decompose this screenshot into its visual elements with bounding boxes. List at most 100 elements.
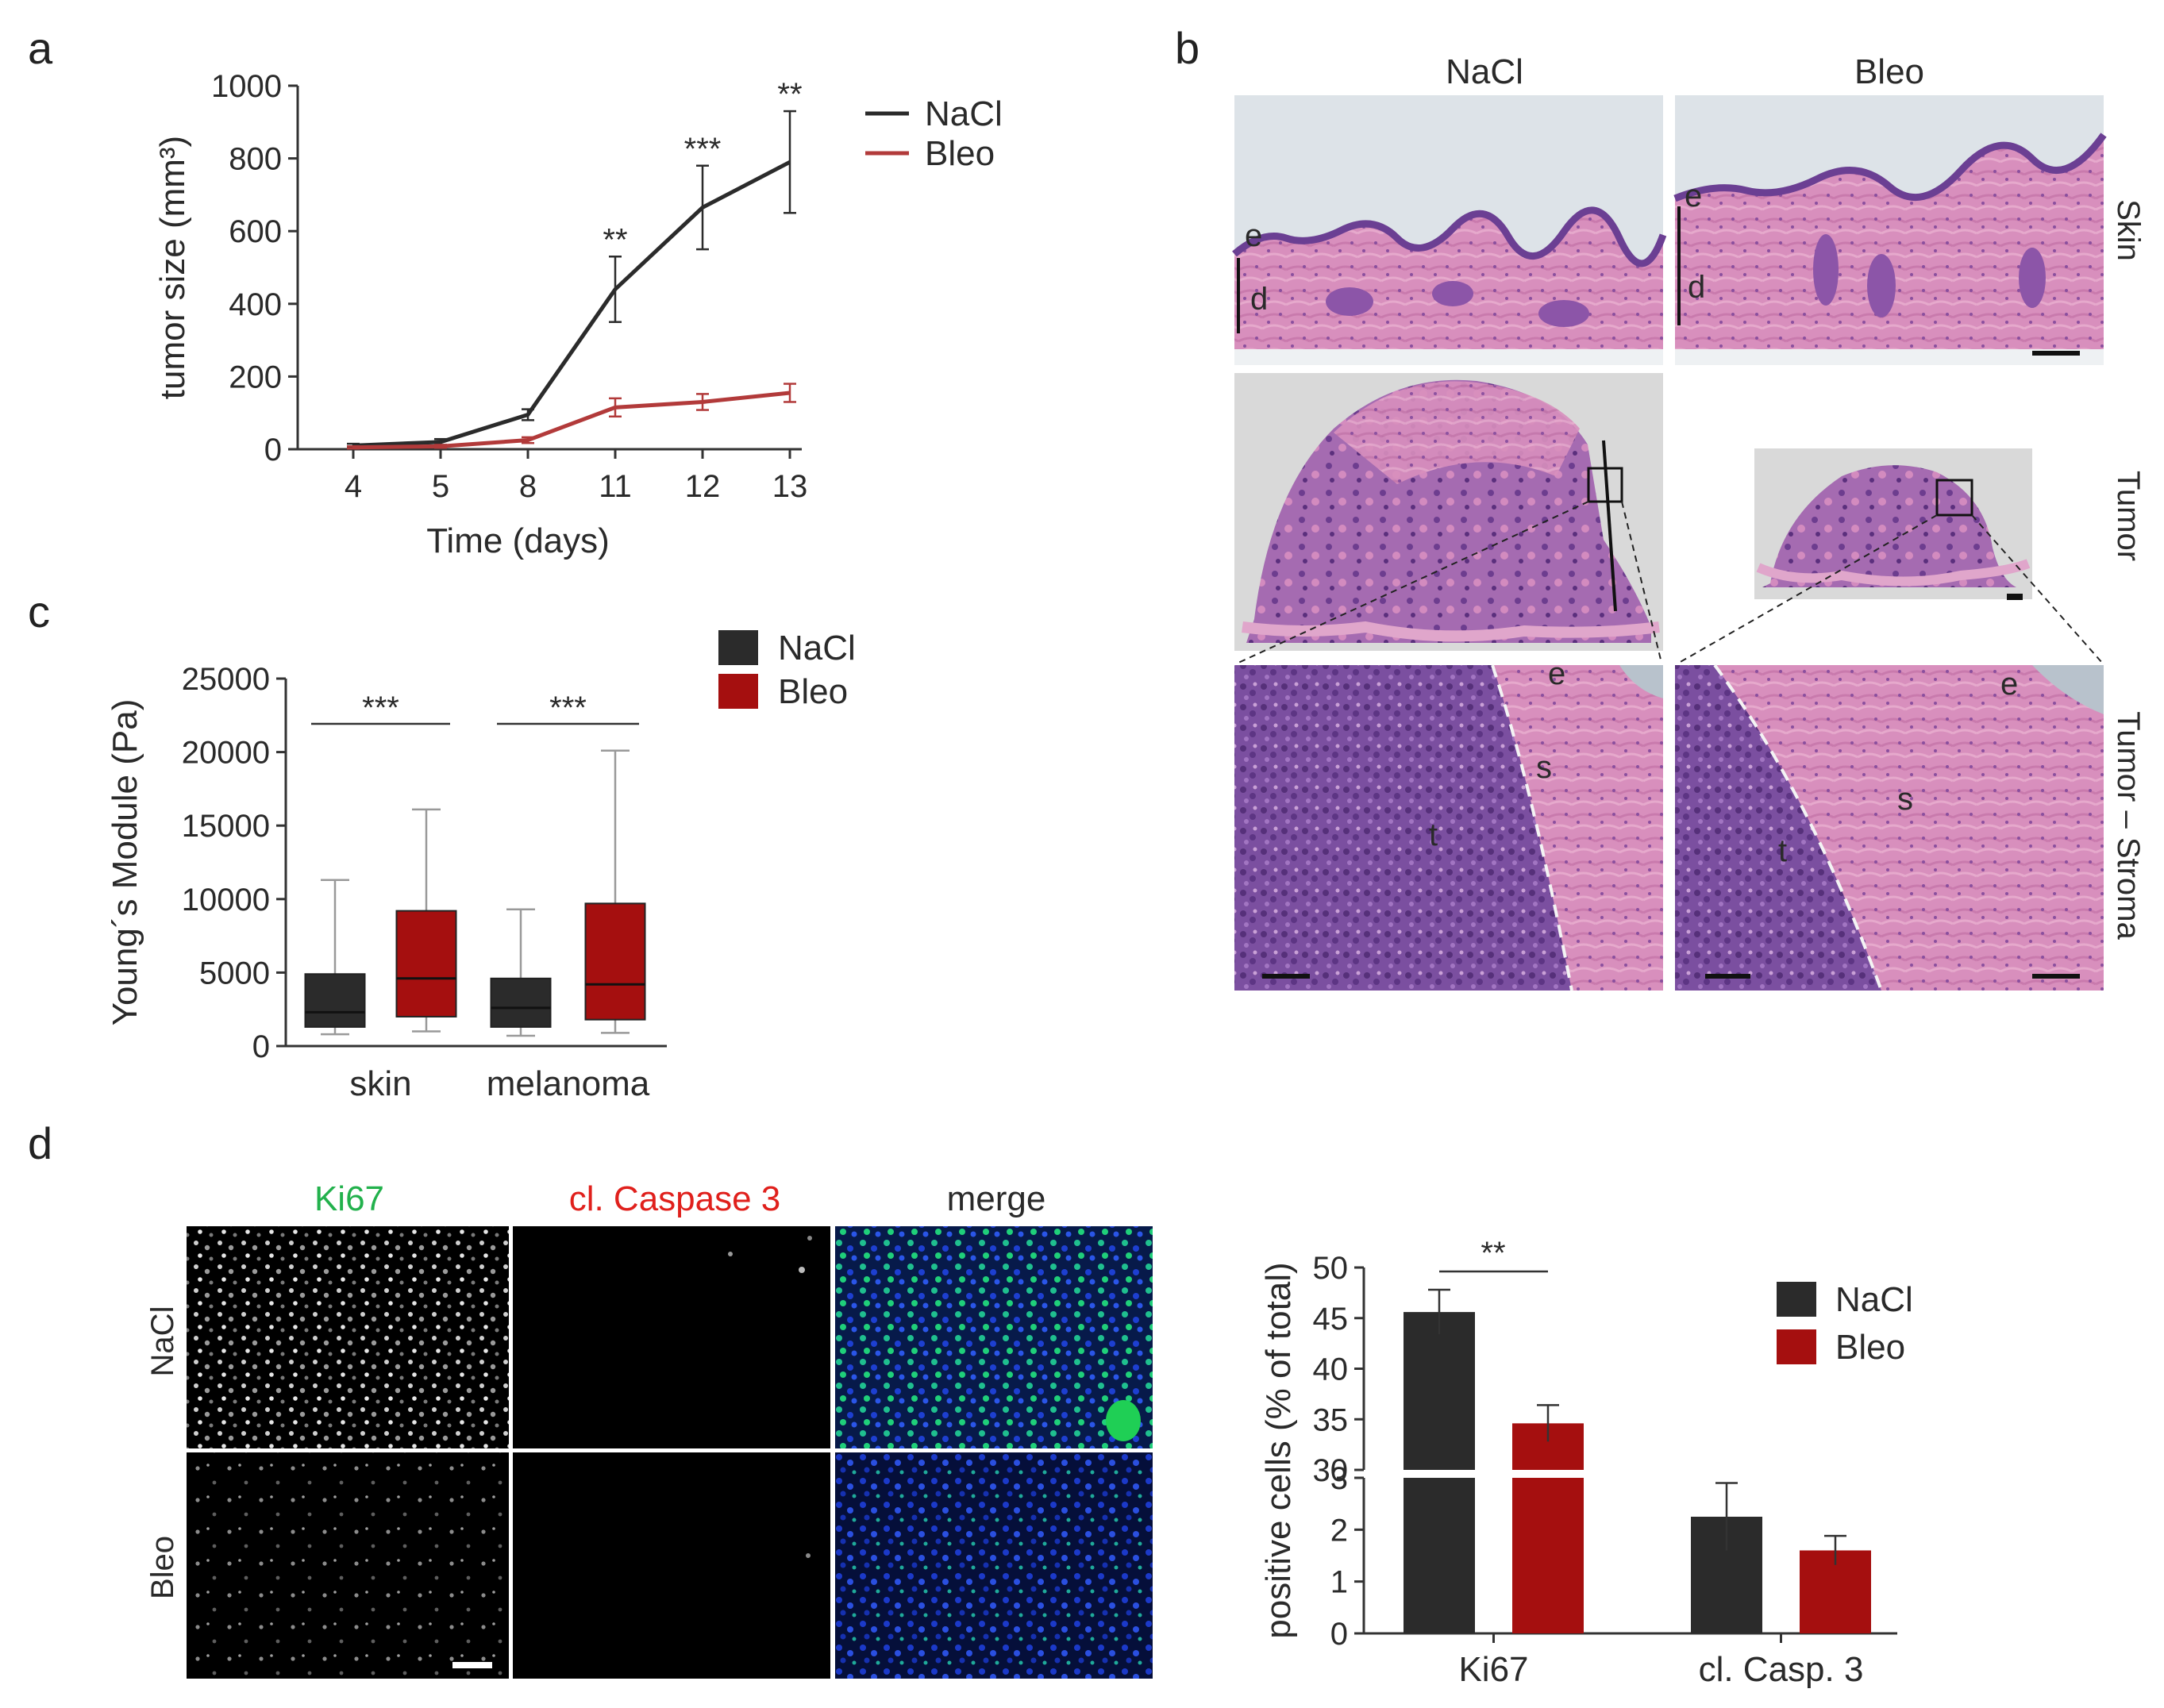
- legend-label-bleo: Bleo: [925, 134, 995, 173]
- box-bleo-melanoma: [584, 902, 646, 1021]
- skin-label-e-bleo: e: [1685, 179, 1702, 213]
- x-tick-label: 5: [432, 469, 449, 504]
- significance-marker: ***: [362, 691, 399, 725]
- if-image-nacl-merge: [835, 1226, 1153, 1448]
- chart-a-tumor-growth: 0 200 400 600 800 1000 4 5 8 11 12 13 Time (days) tum…: [153, 69, 1003, 560]
- x-tick-label: 4: [345, 469, 362, 504]
- y-tick-label: 0: [252, 1029, 270, 1064]
- panel-b-col-label-nacl: NaCl: [1446, 52, 1523, 91]
- if-image-bleo-caspase: [513, 1452, 830, 1679]
- legend-swatch-bleo: [1777, 1329, 1816, 1364]
- skin-label-d-nacl: d: [1250, 282, 1268, 317]
- x-tick-label: 13: [772, 469, 808, 504]
- y-tick-label: 5000: [199, 956, 270, 991]
- y-tick-label: 2: [1330, 1513, 1348, 1548]
- significance-marker: **: [1481, 1236, 1505, 1271]
- stroma-label-e-nacl: e: [1548, 656, 1565, 691]
- y-tick-label: 15000: [182, 809, 270, 844]
- skin-label-d-bleo: d: [1688, 270, 1705, 305]
- y-tick-label: 400: [229, 287, 282, 322]
- panel-label-c: c: [28, 587, 50, 637]
- panel-d-images: Ki67 cl. Caspase 3 merge NaCl Bleo: [145, 1179, 1153, 1679]
- category-label: Ki67: [1458, 1650, 1528, 1689]
- stroma-label-e-bleo: e: [2000, 667, 2018, 702]
- significance-marker: ***: [549, 691, 587, 725]
- if-row-label-bleo: Bleo: [145, 1536, 180, 1599]
- row-label-tumor-stroma: Tumor – Stroma: [2111, 711, 2146, 940]
- legend-label-nacl: NaCl: [778, 629, 856, 667]
- stroma-label-s-bleo: s: [1897, 782, 1913, 817]
- if-col-label-caspase: cl. Caspase 3: [569, 1179, 781, 1218]
- y-tick-label: 1000: [211, 69, 282, 104]
- row-label-skin: Skin: [2111, 199, 2146, 261]
- if-col-label-merge: merge: [947, 1179, 1046, 1218]
- y-tick-label: 0: [264, 433, 282, 467]
- y-tick-label: 200: [229, 360, 282, 394]
- y-axis-title: tumor size (mm³): [153, 136, 192, 399]
- x-tick-label: 12: [685, 469, 721, 504]
- legend-swatch-bleo: [718, 674, 758, 709]
- panel-b-col-label-bleo: Bleo: [1854, 52, 1924, 91]
- significance-marker: **: [777, 77, 802, 112]
- panel-label-b: b: [1175, 23, 1199, 73]
- stroma-label-t-bleo: t: [1778, 833, 1787, 868]
- legend-label-nacl: NaCl: [925, 94, 1003, 133]
- legend-label-nacl: NaCl: [1835, 1280, 1913, 1319]
- box-bleo-skin: [395, 910, 457, 1017]
- panel-b-histology: NaCl Bleo e d e d Skin: [1232, 52, 2146, 991]
- category-label: cl. Casp. 3: [1699, 1650, 1864, 1689]
- y-tick-label: 1: [1330, 1565, 1348, 1600]
- stroma-image-nacl: e s t: [1234, 656, 1663, 991]
- y-axis-title: Young´s Module (Pa): [106, 699, 144, 1026]
- y-tick-label: 30: [1313, 1453, 1349, 1488]
- y-axis-title: positive cells (% of total): [1259, 1262, 1298, 1638]
- if-image-nacl-caspase: [513, 1226, 830, 1448]
- chart-c-youngs-module: 0 5000 10000 15000 20000 25000 Young´s Module …: [106, 629, 856, 1103]
- bar-lower-bleo: [1512, 1478, 1584, 1633]
- legend-swatch-nacl: [718, 630, 758, 665]
- panel-label-d: d: [28, 1118, 52, 1168]
- x-tick-label: 8: [519, 469, 537, 504]
- y-tick-label: 10000: [182, 883, 270, 917]
- legend-label-bleo: Bleo: [778, 672, 848, 711]
- if-image-bleo-merge: [835, 1452, 1153, 1679]
- tumor-image-nacl: [1234, 373, 1663, 651]
- row-label-tumor: Tumor: [2111, 471, 2146, 561]
- significance-marker: **: [603, 222, 627, 257]
- skin-label-e-nacl: e: [1245, 218, 1262, 253]
- y-tick-label: 0: [1330, 1617, 1348, 1652]
- x-tick-label: 11: [599, 469, 632, 504]
- tumor-image-bleo: [1754, 448, 2032, 600]
- bar-upper-nacl: [1404, 1312, 1475, 1470]
- y-tick-label: 600: [229, 214, 282, 249]
- y-tick-label: 50: [1313, 1251, 1349, 1286]
- category-label-melanoma: melanoma: [487, 1064, 650, 1103]
- stroma-label-s-nacl: s: [1536, 750, 1552, 785]
- box-nacl-skin: [304, 973, 366, 1028]
- panel-label-a: a: [28, 23, 53, 73]
- series-line-bleo: [352, 390, 791, 450]
- y-tick-label: 20000: [182, 736, 270, 771]
- bar-lower-nacl: [1404, 1478, 1475, 1633]
- y-tick-label: 35: [1313, 1402, 1349, 1437]
- if-col-label-ki67: Ki67: [314, 1179, 384, 1218]
- box-nacl-melanoma: [490, 977, 552, 1028]
- skin-image-bleo: e d: [1673, 95, 2107, 365]
- y-tick-label: 45: [1313, 1302, 1349, 1337]
- chart-d-positive-cells: 0 1 2 330 35 40 45 50 positive cells (% of total…: [1259, 1236, 1913, 1689]
- skin-image-nacl: e d: [1232, 95, 1667, 365]
- y-tick-label: 40: [1313, 1352, 1349, 1387]
- x-axis-title: Time (days): [426, 521, 610, 560]
- if-row-label-nacl: NaCl: [145, 1306, 180, 1377]
- category-label-skin: skin: [349, 1064, 411, 1103]
- if-image-nacl-ki67: [187, 1226, 509, 1448]
- stroma-label-t-nacl: t: [1429, 817, 1438, 852]
- legend-swatch-nacl: [1777, 1282, 1816, 1317]
- stroma-image-bleo: e s t: [1675, 664, 2104, 991]
- y-tick-label: 3: [1330, 1461, 1348, 1496]
- if-image-bleo-ki67: [187, 1452, 509, 1679]
- legend-label-bleo: Bleo: [1835, 1328, 1905, 1367]
- significance-marker: ***: [684, 132, 722, 167]
- y-tick-label: 25000: [182, 662, 270, 697]
